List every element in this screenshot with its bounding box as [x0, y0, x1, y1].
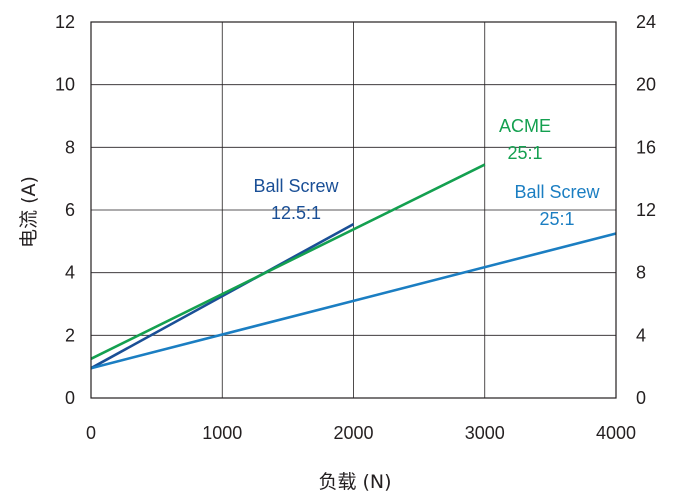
- y2-tick-label: 24: [636, 12, 656, 32]
- series-label-3: 25:1: [539, 209, 574, 229]
- series-labels: Ball Screw 12.5:1 ACME 25:1 Ball Screw 25:1: [253, 116, 600, 229]
- y-tick-label: 12: [55, 12, 75, 32]
- series-label-1: 12.5:1: [271, 203, 321, 223]
- y2-tick-label: 8: [636, 263, 646, 283]
- y-tick-label: 0: [65, 388, 75, 408]
- x-tick-label: 0: [86, 423, 96, 443]
- x-tick-label: 2000: [333, 423, 373, 443]
- y-tick-label: 10: [55, 75, 75, 95]
- y2-tick-label: 12: [636, 200, 656, 220]
- series-label-1: Ball Screw: [253, 176, 339, 196]
- series-line-3: [90, 232, 617, 370]
- y-axis-label: 电流 (A): [18, 176, 40, 248]
- y-tick-label: 4: [65, 263, 75, 283]
- y2-tick-label: 0: [636, 388, 646, 408]
- x-tick-label: 3000: [465, 423, 505, 443]
- series-lines: [90, 163, 617, 370]
- y2-tick-label: 4: [636, 325, 646, 345]
- x-tick-label: 1000: [202, 423, 242, 443]
- x-axis-label: 负载 (N): [318, 471, 391, 493]
- grid-lines: [91, 22, 616, 398]
- x-axis-ticks: 0 1000 2000 3000 4000: [86, 423, 636, 443]
- y2-tick-label: 20: [636, 75, 656, 95]
- y-tick-label: 2: [65, 325, 75, 345]
- series-label-2: 25:1: [507, 143, 542, 163]
- y2-axis-ticks: 0 4 8 12 16 20 24: [636, 12, 656, 408]
- y-tick-label: 6: [65, 200, 75, 220]
- series-label-3: Ball Screw: [514, 182, 600, 202]
- plot-frame: [90, 21, 617, 399]
- y-tick-label: 8: [65, 137, 75, 157]
- series-line-1: [90, 222, 355, 370]
- y-axis-ticks: 0 2 4 6 8 10 12: [55, 12, 75, 408]
- series-label-2: ACME: [499, 116, 551, 136]
- y2-tick-label: 16: [636, 137, 656, 157]
- series-line-2: [90, 163, 486, 360]
- x-tick-label: 4000: [596, 423, 636, 443]
